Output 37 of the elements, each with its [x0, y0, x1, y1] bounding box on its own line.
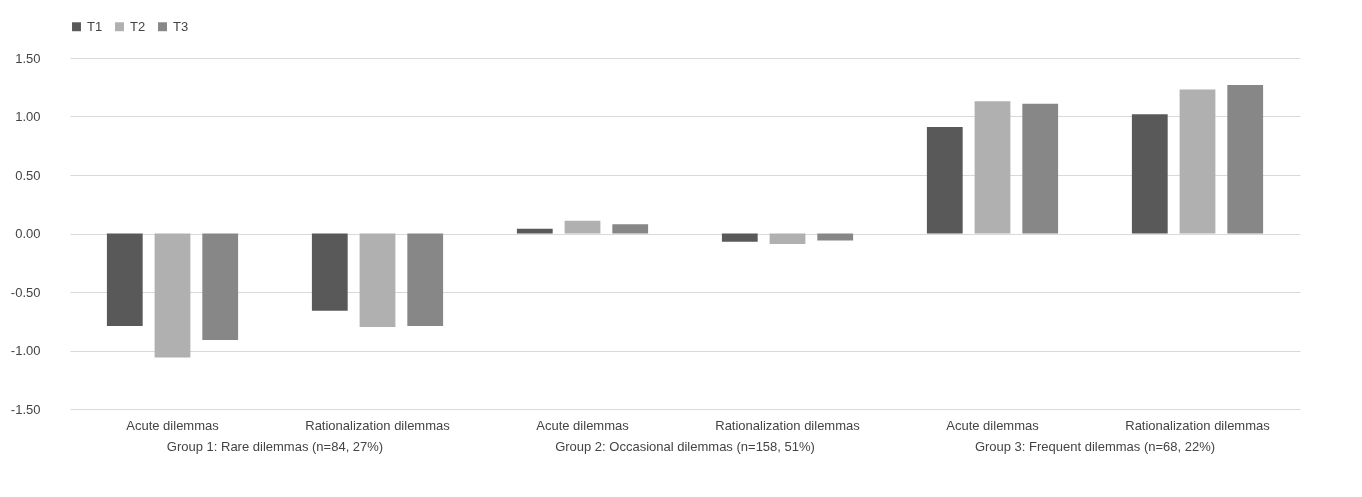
- y-tick-label: -1.50: [10, 401, 41, 417]
- x-tick-label: Rationalization dilemmas: [1125, 417, 1271, 433]
- legend-label: T1: [87, 18, 103, 34]
- bar: [769, 233, 806, 245]
- x-tick-label: Rationalization dilemmas: [715, 417, 861, 433]
- legend-label: T3: [173, 18, 189, 34]
- y-tick-label: 0.00: [15, 226, 41, 241]
- bar: [721, 233, 758, 242]
- bar: [359, 233, 396, 328]
- bar: [407, 233, 444, 326]
- bar: [926, 127, 963, 234]
- bar: [817, 233, 854, 241]
- bar: [202, 233, 239, 340]
- y-tick-label: -0.50: [10, 284, 41, 300]
- text: Group 2: Occasional dilemmas (n=158, 51%): [555, 439, 815, 454]
- bar: [1022, 103, 1059, 234]
- bar: [311, 233, 348, 311]
- legend-label: T2: [130, 18, 146, 34]
- x-tick-label: Acute dilemmas: [536, 417, 630, 433]
- bar: [106, 233, 143, 326]
- bar: [1131, 114, 1168, 234]
- bar: [516, 228, 553, 234]
- y-tick-label: 1.50: [15, 50, 41, 66]
- x-tick-label: Acute dilemmas: [946, 417, 1040, 433]
- bar: [974, 101, 1011, 234]
- text: Group 1: Rare dilemmas (n=84, 27%): [166, 439, 384, 454]
- y-tick-label: 1.00: [15, 109, 41, 124]
- bar: [154, 233, 191, 358]
- y-tick-label: -1.00: [10, 343, 41, 358]
- bar: [612, 224, 649, 234]
- text: Group 3: Frequent dilemmas (n=68, 22%): [974, 439, 1216, 454]
- bar: [1227, 84, 1264, 234]
- x-tick-label: Acute dilemmas: [126, 417, 220, 433]
- bar: [564, 220, 601, 234]
- bar: [1179, 89, 1216, 234]
- x-tick-label: Rationalization dilemmas: [305, 417, 451, 433]
- y-tick-label: 0.50: [15, 167, 41, 183]
